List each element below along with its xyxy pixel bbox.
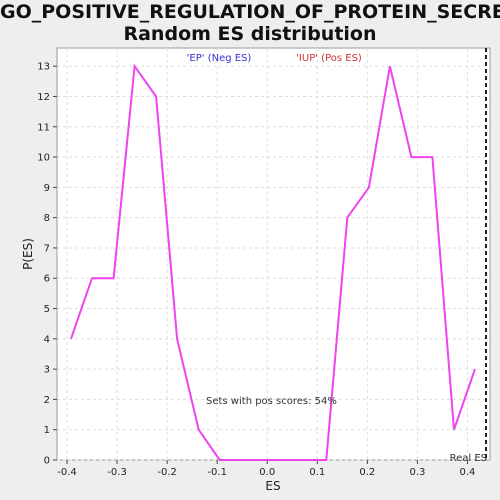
- x-tick-label: -0.4: [57, 467, 77, 478]
- x-tick-label: -0.3: [107, 467, 127, 478]
- x-axis-ticks: -0.4 -0.3 -0.2 -0.1 0.0 0.1 0.2 0.3 0.4: [57, 460, 475, 478]
- x-tick-label: 0.3: [409, 467, 425, 478]
- y-tick-label: 0: [44, 456, 50, 467]
- legend-neg-es: 'EP' (Neg ES): [187, 53, 252, 64]
- y-tick-label: 1: [44, 425, 50, 436]
- y-axis-label: P(ES): [21, 238, 35, 270]
- y-tick-label: 8: [44, 213, 50, 224]
- x-tick-label: -0.2: [157, 467, 177, 478]
- chart-title-line-1: GO_POSITIVE_REGULATION_OF_PROTEIN_SECRET…: [0, 1, 500, 23]
- x-tick-label: -0.1: [207, 467, 227, 478]
- pos-scores-annotation: Sets with pos scores: 54%: [206, 396, 337, 407]
- y-tick-label: 9: [44, 183, 50, 194]
- y-tick-label: 12: [37, 92, 50, 103]
- x-axis-label: ES: [265, 479, 280, 493]
- x-tick-label: 0.1: [309, 467, 325, 478]
- real-es-label: Real ES: [450, 453, 487, 464]
- y-tick-label: 2: [44, 395, 50, 406]
- y-tick-label: 11: [37, 122, 50, 133]
- chart-title-line-2: Random ES distribution: [123, 23, 377, 45]
- x-tick-label: 0.0: [259, 467, 275, 478]
- y-tick-label: 13: [37, 62, 50, 73]
- x-tick-label: 0.2: [359, 467, 375, 478]
- y-tick-label: 5: [44, 304, 50, 315]
- y-tick-label: 6: [44, 274, 50, 285]
- es-distribution-line: [70, 63, 476, 461]
- x-tick-label: 0.4: [460, 467, 476, 478]
- y-tick-label: 10: [37, 153, 50, 164]
- y-tick-label: 7: [44, 243, 50, 254]
- y-tick-label: 4: [44, 334, 50, 345]
- legend-pos-es: 'IUP' (Pos ES): [296, 53, 362, 64]
- y-tick-label: 3: [44, 365, 50, 376]
